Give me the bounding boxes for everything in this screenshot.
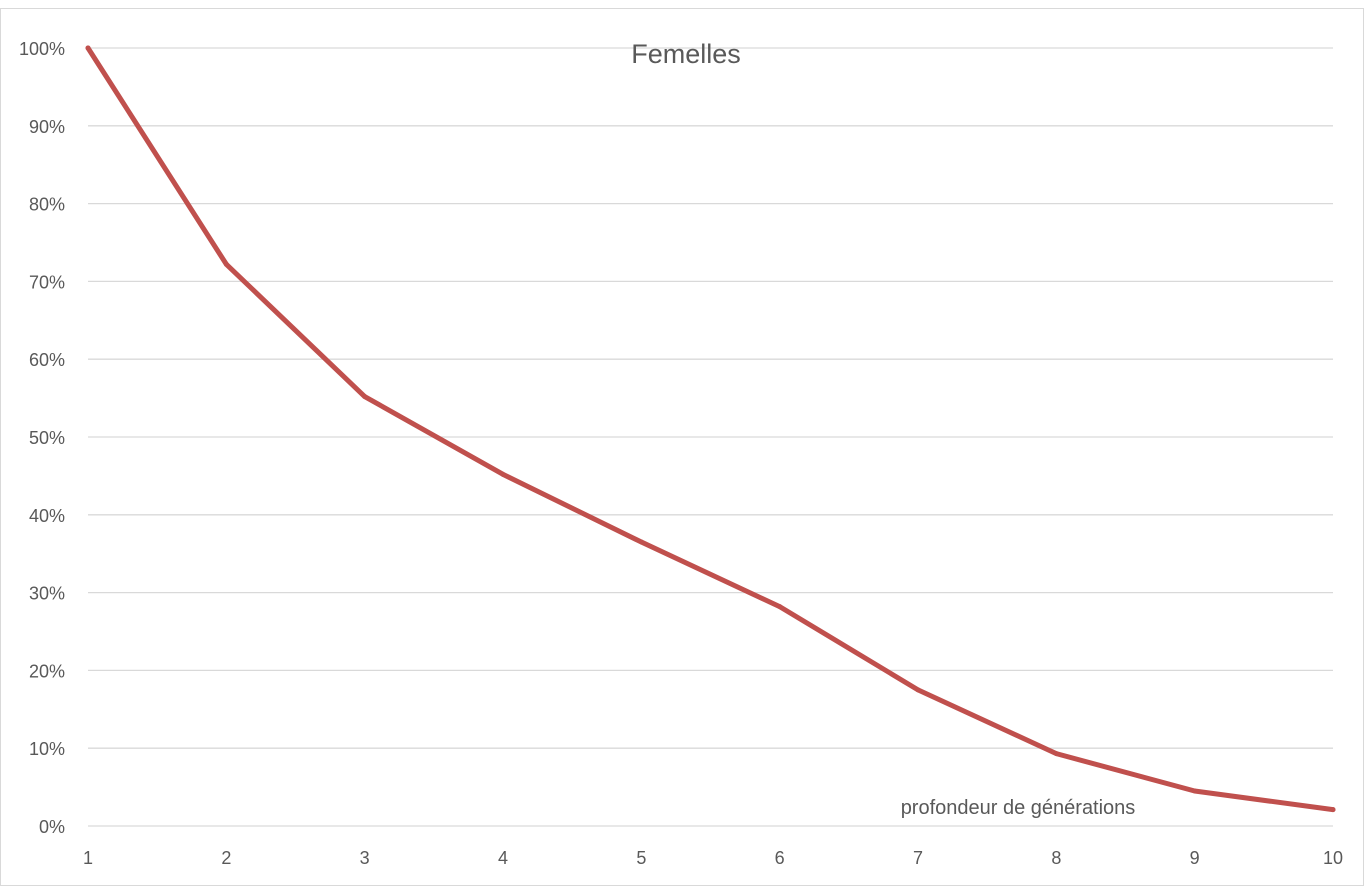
data-point (638, 539, 644, 545)
chart-title: Femelles (631, 39, 741, 69)
data-point (1330, 807, 1336, 813)
y-tick-label: 10% (29, 739, 65, 759)
data-point (500, 471, 506, 477)
x-tick-label: 5 (636, 848, 646, 868)
y-tick-label: 20% (29, 661, 65, 681)
y-tick-label: 50% (29, 428, 65, 448)
y-tick-label: 90% (29, 117, 65, 137)
y-axis-ticks: 0% 10% 20% 30% 40% 50% 60% 70% 80% 90% 100% (19, 39, 65, 837)
y-tick-label: 100% (19, 39, 65, 59)
data-point (223, 261, 229, 267)
series-layer (85, 45, 1336, 813)
chart-border (0, 8, 1364, 886)
x-axis-ticks: 1 2 3 4 5 6 7 8 9 10 (83, 848, 1343, 868)
x-tick-label: 6 (775, 848, 785, 868)
x-tick-label: 3 (360, 848, 370, 868)
x-tick-label: 10 (1323, 848, 1343, 868)
data-point (777, 604, 783, 610)
x-tick-label: 1 (83, 848, 93, 868)
y-tick-label: 70% (29, 272, 65, 292)
series-line (85, 45, 1336, 813)
x-tick-label: 7 (913, 848, 923, 868)
y-tick-label: 60% (29, 350, 65, 370)
data-point (1053, 751, 1059, 757)
x-axis-label: profondeur de générations (901, 797, 1136, 819)
y-tick-label: 80% (29, 195, 65, 215)
x-tick-label: 8 (1051, 848, 1061, 868)
y-tick-label: 40% (29, 506, 65, 526)
x-tick-label: 9 (1190, 848, 1200, 868)
x-tick-label: 2 (221, 848, 231, 868)
data-point (1192, 788, 1198, 794)
x-tick-label: 4 (498, 848, 508, 868)
data-point (362, 394, 368, 400)
y-tick-label: 30% (29, 584, 65, 604)
data-point (915, 687, 921, 693)
grid-lines (88, 47, 1333, 827)
data-point (85, 45, 91, 51)
y-tick-label: 0% (39, 817, 65, 837)
